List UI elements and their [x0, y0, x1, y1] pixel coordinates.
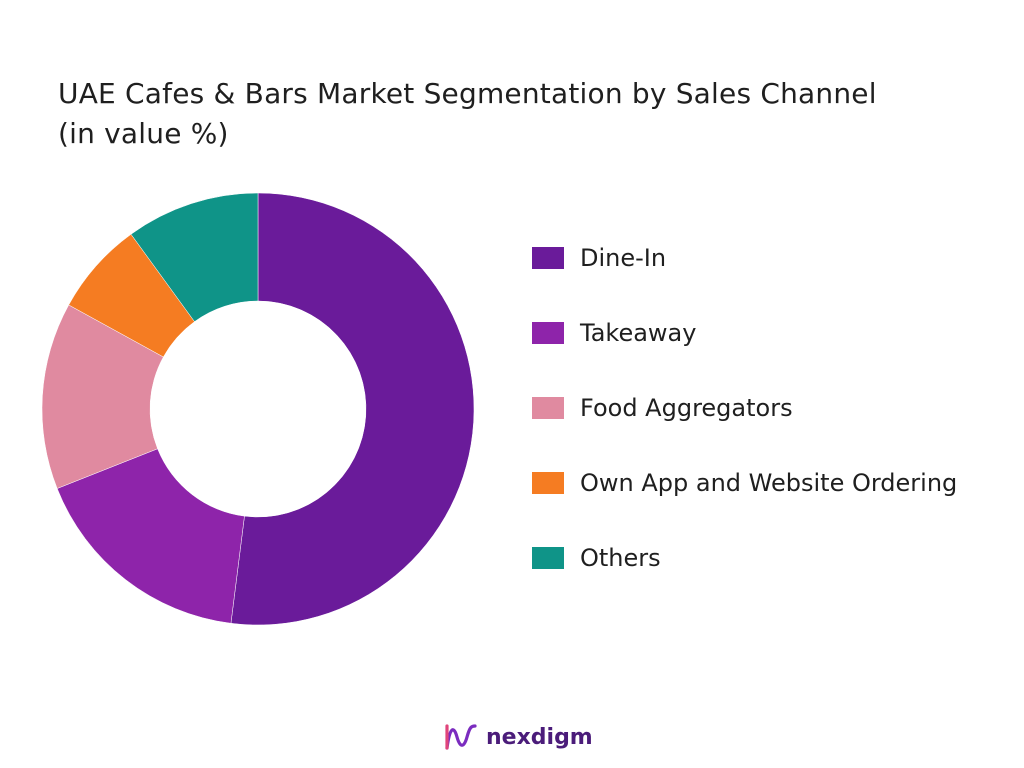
slice-takeaway: [56, 448, 245, 624]
brand-logo: nexdigm: [444, 722, 593, 752]
legend-item-own-app: Own App and Website Ordering: [532, 463, 957, 503]
slice-others: [130, 192, 259, 322]
legend-item-food-aggregators: Food Aggregators: [532, 388, 957, 428]
legend-label: Dine-In: [580, 244, 667, 272]
nexdigm-logo-icon: [445, 724, 477, 750]
legend-swatch: [532, 472, 564, 494]
legend-swatch: [532, 397, 564, 419]
legend-item-takeaway: Takeaway: [532, 313, 957, 353]
legend-label: Food Aggregators: [580, 394, 793, 422]
legend-swatch: [532, 322, 564, 344]
legend-swatch: [532, 547, 564, 569]
legend-label: Own App and Website Ordering: [580, 469, 958, 497]
slice-dine-in: [230, 192, 475, 626]
legend-label: Takeaway: [580, 319, 697, 347]
legend-item-others: Others: [532, 538, 957, 578]
legend-label: Others: [580, 544, 661, 572]
brand-name: nexdigm: [486, 724, 593, 750]
legend-swatch: [532, 247, 564, 269]
legend: Dine-In Takeaway Food Aggregators Own Ap…: [532, 238, 957, 613]
slice-food-aggregators: [41, 304, 164, 489]
chart-title: UAE Cafes & Bars Market Segmentation by …: [58, 77, 877, 150]
legend-item-dine-in: Dine-In: [532, 238, 957, 278]
